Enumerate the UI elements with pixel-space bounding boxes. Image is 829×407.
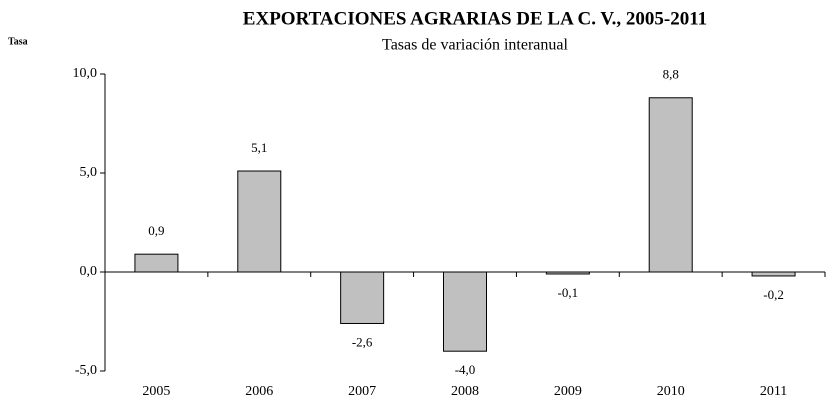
- value-label: -4,0: [455, 362, 476, 377]
- value-label: 5,1: [251, 140, 267, 155]
- y-tick-label: 0,0: [80, 264, 98, 279]
- value-label: 0,9: [148, 223, 164, 238]
- bar: [648, 97, 693, 273]
- bar: [545, 271, 590, 275]
- x-tick-label: 2011: [760, 384, 787, 399]
- bar: [134, 253, 179, 273]
- value-label: -0,1: [558, 285, 579, 300]
- x-tick-label: 2008: [451, 384, 479, 399]
- y-tick-label: -5,0: [75, 363, 97, 378]
- x-tick-label: 2007: [348, 384, 376, 399]
- bar: [340, 271, 385, 324]
- bar: [443, 271, 487, 352]
- chart-title: EXPORTACIONES AGRARIAS DE LA C. V., 2005…: [243, 8, 707, 29]
- y-axis-label: Tasa: [8, 36, 28, 47]
- value-label: 8,8: [663, 67, 679, 82]
- x-tick-label: 2005: [142, 384, 170, 399]
- value-label: -2,6: [352, 334, 373, 349]
- value-label: -0,2: [763, 287, 784, 302]
- y-tick-label: 10,0: [73, 66, 98, 81]
- x-tick-label: 2010: [657, 384, 685, 399]
- bar: [751, 271, 796, 277]
- y-tick-label: 5,0: [80, 165, 98, 180]
- chart-subtitle: Tasas de variación interanual: [382, 37, 568, 54]
- x-tick-label: 2006: [245, 384, 273, 399]
- x-tick-label: 2009: [554, 384, 582, 399]
- bar: [237, 170, 282, 273]
